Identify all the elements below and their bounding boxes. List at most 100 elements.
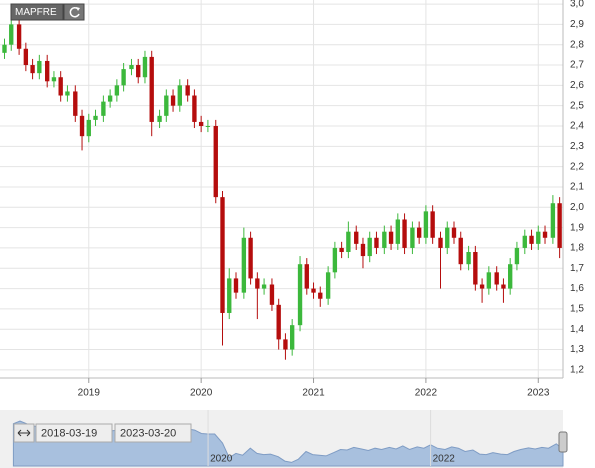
y-tick-label: 2,8 <box>570 39 584 50</box>
candle-body <box>550 203 556 238</box>
y-tick-label: 2,6 <box>570 80 584 91</box>
candle-body <box>416 227 422 238</box>
candle-body <box>522 235 527 248</box>
candle-body <box>58 77 63 96</box>
candle-body <box>86 119 91 137</box>
y-tick-label: 2,4 <box>570 121 584 132</box>
y-tick-label: 1,2 <box>570 365 584 376</box>
refresh-button[interactable] <box>63 3 85 21</box>
candle-body <box>185 85 190 96</box>
x-tick-label: 2021 <box>302 388 325 399</box>
candle-body <box>410 227 415 248</box>
candle-body <box>283 339 288 350</box>
chart-title: MAPFRE <box>15 7 57 18</box>
candle-body <box>261 284 267 289</box>
candle-body <box>557 203 562 248</box>
candle-body <box>192 95 197 122</box>
x-tick-label: 2022 <box>415 388 438 399</box>
candle-body <box>289 325 295 350</box>
x-tick-label: 2019 <box>78 388 101 399</box>
candle-body <box>367 237 372 257</box>
candle-body <box>177 85 182 106</box>
candle-body <box>157 115 162 122</box>
candle-body <box>79 115 85 137</box>
candle-body <box>93 115 98 120</box>
candle-body <box>73 91 78 116</box>
y-tick-label: 2,1 <box>570 182 584 193</box>
grid <box>0 0 563 378</box>
candle-body <box>318 292 323 299</box>
candle-body <box>423 211 429 238</box>
candle-body <box>9 24 14 45</box>
candle-body <box>164 95 169 116</box>
candle-body <box>101 101 106 116</box>
navigator-tick-label: 2020 <box>210 454 233 465</box>
candle-body <box>542 231 548 238</box>
candle-body <box>30 65 35 74</box>
candle-body <box>213 126 218 198</box>
candle-body <box>304 264 309 289</box>
candle-body <box>297 264 303 326</box>
candle-body <box>374 237 379 248</box>
candle-body <box>466 252 471 265</box>
candle-body <box>332 247 338 273</box>
candle-body <box>395 219 400 244</box>
range-inputs: 2018-03-19 2023-03-20 <box>13 423 192 443</box>
y-tick-label: 1,8 <box>570 243 584 254</box>
candle-body <box>255 278 260 289</box>
candle-body <box>346 231 351 252</box>
candle-body <box>149 56 154 122</box>
y-tick-label: 2,5 <box>570 100 584 111</box>
y-tick-label: 1,7 <box>570 263 584 274</box>
candle-body <box>205 126 211 127</box>
candle-body <box>311 288 316 293</box>
range-start: 2018-03-19 <box>41 427 97 439</box>
range-end-input[interactable] <box>114 423 192 443</box>
candle-body <box>529 235 534 244</box>
candle-body <box>65 91 70 96</box>
y-tick-label: 1,3 <box>570 344 584 355</box>
candle-body <box>536 231 541 244</box>
candle-body <box>388 231 394 244</box>
candle-body <box>51 77 57 82</box>
candle-body <box>269 284 275 305</box>
refresh-icon <box>69 6 80 18</box>
y-tick-label: 1,5 <box>570 304 584 315</box>
refresh-arrow <box>76 7 80 11</box>
candle-body <box>325 272 331 299</box>
candle-body <box>142 56 148 78</box>
x-tick-label: 2020 <box>190 388 213 399</box>
navigator-tick-label: 2022 <box>433 454 456 465</box>
candle-body <box>451 227 457 238</box>
candle-body <box>514 247 520 265</box>
navigator-handle[interactable] <box>558 431 568 453</box>
candle-body <box>45 60 50 82</box>
candle-body <box>360 243 366 257</box>
candle-body <box>2 44 7 53</box>
y-tick-label: 2,3 <box>570 141 584 152</box>
candle-body <box>23 48 29 66</box>
y-tick-label: 2,7 <box>570 60 584 71</box>
y-tick-label: 2,0 <box>570 202 584 213</box>
candle-body <box>220 197 225 313</box>
candle-body <box>37 60 42 74</box>
candle-body <box>114 85 120 96</box>
candle-body <box>445 227 450 248</box>
range-start-input[interactable] <box>35 423 113 443</box>
candle-body <box>241 237 247 293</box>
range-end: 2023-03-20 <box>120 427 176 439</box>
candle-body <box>473 252 478 285</box>
candle-body <box>107 95 113 102</box>
candle-body <box>479 284 485 289</box>
candle-body <box>402 219 407 248</box>
title-box <box>10 3 64 21</box>
candle-body <box>501 284 506 289</box>
candle-body <box>170 95 176 106</box>
candle-body <box>16 24 22 49</box>
candle-body <box>458 237 463 265</box>
candle-body <box>494 272 499 285</box>
candle-body <box>339 247 344 252</box>
y-tick-label: 3,0 <box>570 0 584 10</box>
candle-body <box>248 237 253 279</box>
candle-body <box>276 304 281 340</box>
